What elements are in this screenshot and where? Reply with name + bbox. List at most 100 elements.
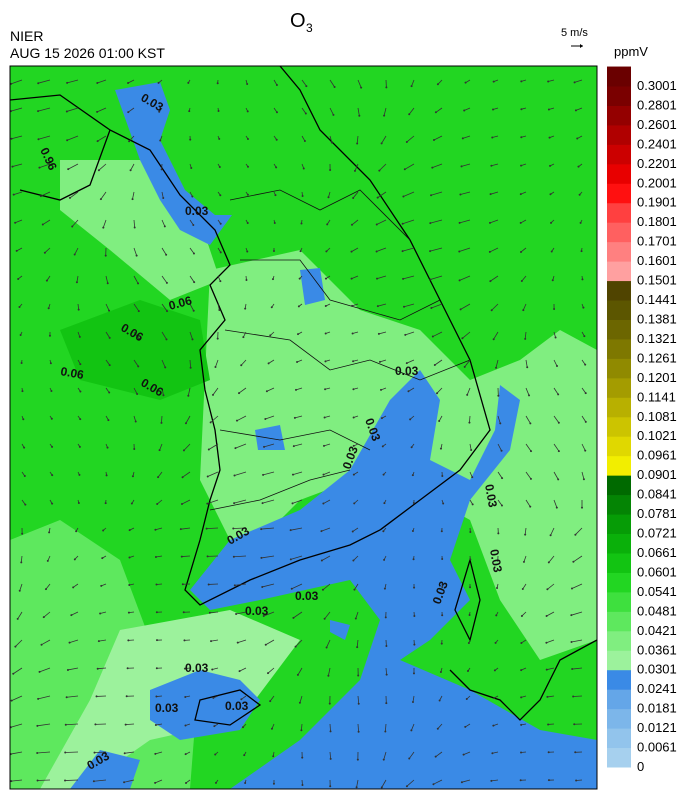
wind-arrow-head	[66, 696, 68, 698]
wind-arrow-head	[412, 530, 414, 532]
wind-arrow-head	[183, 639, 185, 641]
wind-arrow-head	[553, 308, 555, 310]
wind-arrow-head	[520, 642, 522, 644]
wind-arrow-head	[293, 445, 295, 447]
wind-arrow-head	[98, 640, 100, 642]
wind-arrow-head	[37, 138, 39, 140]
wind-arrow-head	[383, 502, 385, 504]
wind-arrow-head	[435, 111, 437, 113]
wind-arrow-head	[127, 82, 129, 84]
wind-arrow-head	[577, 166, 579, 168]
wind-arrow-head	[69, 642, 71, 644]
wind-arrow-head	[48, 531, 50, 533]
colorbar-box	[607, 397, 631, 417]
wind-arrow-head	[433, 139, 435, 141]
wind-arrow-head	[131, 503, 133, 505]
colorbar-label: 0.0961	[637, 448, 677, 463]
wind-arrow-head	[290, 529, 292, 531]
wind-arrow-head	[463, 110, 465, 112]
wind-arrow-head	[495, 642, 497, 644]
wind-arrow-head	[105, 255, 107, 257]
wind-arrow-head	[193, 281, 195, 283]
wind-arrow-head	[16, 250, 18, 252]
wind-arrow-head	[571, 588, 573, 590]
wind-arrow-head	[351, 224, 353, 226]
colorbar-box	[607, 611, 631, 631]
wind-arrow-head	[218, 309, 220, 311]
wind-arrow-head	[75, 530, 77, 532]
colorbar-box	[607, 261, 631, 281]
wind-arrow-head	[155, 584, 157, 586]
wind-arrow-head	[522, 309, 524, 311]
wind-arrow-head	[429, 278, 431, 280]
colorbar-label: 0.0541	[637, 584, 677, 599]
wind-arrow-head	[320, 530, 322, 532]
wind-arrow-head	[413, 672, 415, 674]
wind-arrow-head	[520, 193, 522, 195]
wind-arrow-head	[411, 85, 413, 87]
wind-arrow-head	[550, 534, 552, 536]
wind-arrow-head	[157, 476, 159, 478]
wind-arrow-head	[411, 446, 413, 448]
wind-arrow-head	[332, 114, 334, 116]
wind-arrow-head	[79, 418, 81, 420]
wind-arrow-head	[492, 109, 494, 111]
wind-arrow-head	[321, 559, 323, 561]
wind-arrow-head	[137, 365, 139, 367]
colorbar-label: 0.0901	[637, 467, 677, 482]
wind-arrow-head	[530, 450, 532, 452]
wind-arrow-head	[212, 697, 214, 699]
wind-arrow-head	[358, 731, 360, 733]
wind-arrow-head	[357, 675, 359, 677]
wind-arrow-head	[304, 140, 306, 142]
wind-arrow-head	[581, 507, 583, 509]
wind-arrow-head	[96, 82, 98, 84]
colorbar-label: 0.1381	[637, 311, 677, 326]
wind-arrow-head	[549, 165, 551, 167]
wind-arrow-head	[547, 81, 549, 83]
wind-arrow-head	[358, 115, 360, 117]
colorbar-label: 0.0241	[637, 681, 677, 696]
colorbar-box	[607, 339, 631, 359]
wind-arrow-head	[210, 421, 212, 423]
wind-arrow-head	[549, 193, 551, 195]
wind-arrow-head	[260, 528, 262, 530]
wind-arrow-head	[166, 310, 168, 312]
wind-arrow-head	[211, 669, 213, 671]
wind-arrow-head	[100, 585, 102, 587]
wind-arrow-head	[402, 196, 404, 198]
wind-arrow-head	[385, 645, 387, 647]
colorbar-box	[607, 631, 631, 651]
wind-arrow-head	[273, 783, 275, 785]
wind-arrow-head	[491, 137, 493, 139]
wind-arrow-head	[264, 418, 266, 420]
colorbar-box	[607, 670, 631, 690]
wind-arrow-head	[66, 139, 68, 141]
wind-arrow-head	[295, 646, 297, 648]
wind-arrow-head	[12, 673, 14, 675]
wind-arrow-head	[381, 786, 383, 788]
wind-arrow-head	[468, 642, 470, 644]
wind-arrow-head	[327, 196, 329, 198]
wind-arrow-head	[357, 759, 359, 761]
wind-arrow-head	[192, 224, 194, 226]
wind-arrow-head	[127, 639, 129, 641]
wind-arrow-head	[575, 779, 577, 781]
wind-arrow-head	[467, 670, 469, 672]
wind-arrow-head	[233, 556, 235, 558]
wind-arrow-head	[41, 644, 43, 646]
wind-arrow-head	[547, 723, 549, 725]
wind-arrow-head	[570, 614, 572, 616]
wind-arrow-head	[376, 250, 378, 252]
wind-arrow-head	[352, 360, 354, 362]
wind-arrow-head	[265, 644, 267, 646]
colorbar-box	[607, 125, 631, 145]
wind-arrow	[161, 416, 162, 423]
wind-arrow-head	[272, 755, 274, 757]
wind-arrow-head	[181, 556, 183, 558]
title: O	[290, 10, 306, 32]
wind-arrow-head	[408, 758, 410, 760]
wind-arrow-head	[356, 646, 358, 648]
wind-arrow-head	[520, 251, 522, 253]
